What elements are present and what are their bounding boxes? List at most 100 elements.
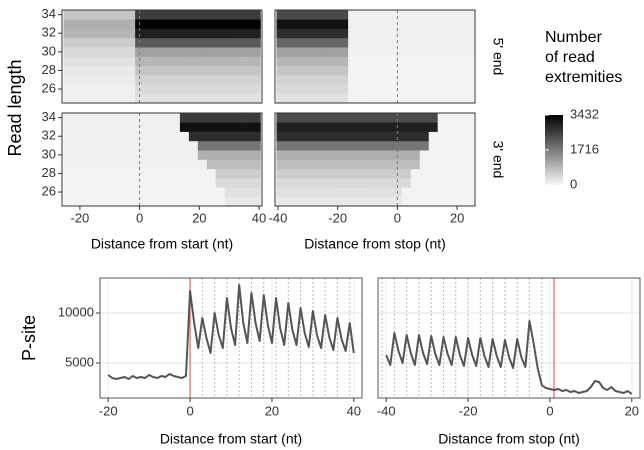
heat-cell <box>312 28 322 39</box>
heat-cell <box>215 93 225 104</box>
heat-cell <box>224 65 234 76</box>
heat-cell <box>312 65 322 76</box>
heat-cell <box>179 37 190 48</box>
heat-cell <box>251 65 261 76</box>
heat-cell <box>383 178 394 188</box>
heat-cell <box>410 131 421 142</box>
heat-cell <box>81 113 91 123</box>
heat-cell <box>162 131 172 142</box>
heat-cell <box>455 150 465 160</box>
heat-cell <box>419 10 430 20</box>
heat-cell <box>63 187 73 197</box>
heat-cell <box>117 65 127 76</box>
heat-cell <box>197 122 208 132</box>
heat-cell <box>401 168 412 179</box>
heat-cell <box>188 84 199 94</box>
heat-cell <box>410 47 421 57</box>
heat-cell <box>276 187 286 197</box>
heat-cell <box>179 196 190 207</box>
heat-cell <box>410 65 421 76</box>
heat-cell <box>419 159 430 170</box>
heat-cell <box>144 56 154 67</box>
heat-cell <box>242 150 252 160</box>
heat-cell <box>179 93 190 104</box>
heat-cell <box>375 84 385 94</box>
heat-cell <box>251 56 261 67</box>
heat-cell <box>330 113 340 123</box>
heat-cell <box>251 75 261 85</box>
heat-cell <box>162 84 172 94</box>
heat-cell <box>366 75 376 85</box>
heat-cell <box>215 37 225 48</box>
heat-cell <box>197 65 208 76</box>
heat-cell <box>303 28 313 39</box>
heat-cell <box>224 150 234 160</box>
heat-cell <box>197 131 208 142</box>
heat-cell <box>446 56 456 67</box>
heat-cell <box>162 56 172 67</box>
heat-cell <box>339 56 349 67</box>
heat-cell <box>99 150 109 160</box>
heat-cell <box>348 113 358 123</box>
heat-cell <box>276 140 286 151</box>
heat-cell <box>366 122 376 132</box>
heat-cell <box>321 93 331 104</box>
heat-cell <box>224 168 234 179</box>
heat-cell <box>348 28 358 39</box>
x-tick-label: -20 <box>459 403 478 418</box>
heat-cell <box>251 84 261 94</box>
heat-cell <box>233 37 243 48</box>
heat-cell <box>72 84 82 94</box>
heat-cell <box>437 37 447 48</box>
heat-cell <box>294 84 304 94</box>
heat-cell <box>455 65 465 76</box>
heat-cell <box>348 56 358 67</box>
heat-cell <box>419 178 430 188</box>
heat-cell <box>357 65 367 76</box>
heat-cell <box>285 75 295 85</box>
heat-cell <box>63 65 73 76</box>
heat-cell <box>464 84 474 94</box>
heat-cell <box>162 28 172 39</box>
heat-cell <box>242 113 252 123</box>
heat-cell <box>410 113 421 123</box>
heat-cell <box>126 159 136 170</box>
heat-cell <box>437 150 447 160</box>
heat-cell <box>348 47 358 57</box>
heat-cell <box>312 159 322 170</box>
heat-cell <box>321 84 331 94</box>
colorbar-label: 3432 <box>570 106 599 121</box>
heat-cell <box>455 47 465 57</box>
heat-cell <box>224 122 234 132</box>
heat-cell <box>401 65 412 76</box>
heat-cell <box>188 113 199 123</box>
heat-cell <box>446 93 456 104</box>
heat-cell <box>312 140 322 151</box>
heat-cell <box>437 47 447 57</box>
heat-cell <box>339 19 349 29</box>
x-tick-label: 20 <box>265 403 279 418</box>
heat-cell <box>170 65 181 76</box>
x-tick-label: 0 <box>394 210 401 225</box>
heat-cell <box>375 113 385 123</box>
heat-cell <box>375 37 385 48</box>
heat-cell <box>206 131 217 142</box>
heat-cell <box>81 168 91 179</box>
heat-cell <box>294 168 304 179</box>
heat-cell <box>206 93 217 104</box>
heat-cell <box>383 75 394 85</box>
heat-cell <box>321 178 331 188</box>
heat-cell <box>90 19 100 29</box>
heat-cell <box>419 122 430 132</box>
heat-cell <box>294 140 304 151</box>
heat-cell <box>251 159 261 170</box>
heat-cell <box>99 187 109 197</box>
heat-cell <box>294 113 304 123</box>
heat-cell <box>224 19 234 29</box>
heat-cell <box>321 19 331 29</box>
heat-cell <box>330 122 340 132</box>
heat-cell <box>179 47 190 57</box>
heat-cell <box>153 122 163 132</box>
heat-cell <box>339 168 349 179</box>
heat-cell <box>126 140 136 151</box>
